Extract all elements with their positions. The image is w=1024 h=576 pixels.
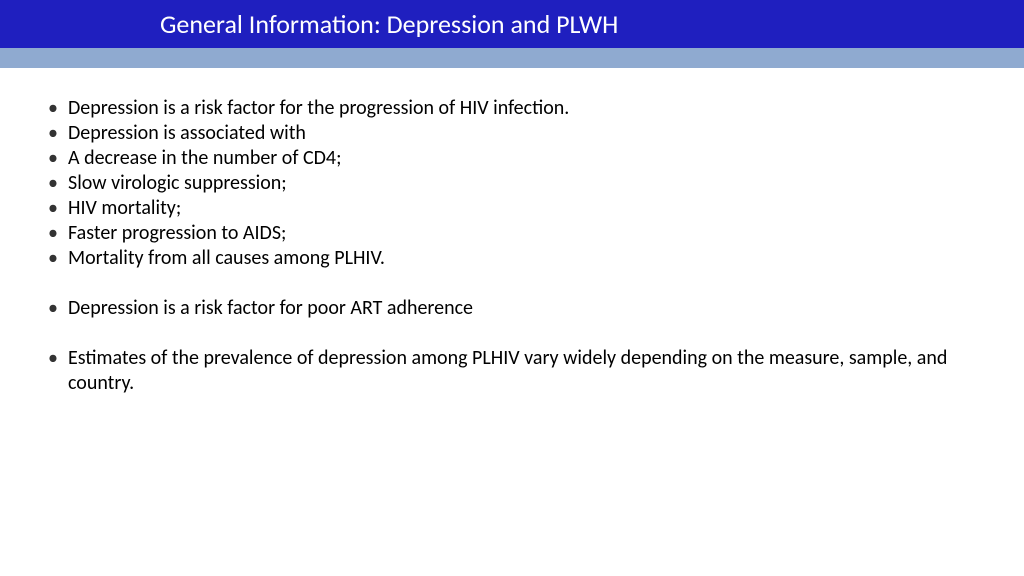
- bullet-item: Depression is associated with: [40, 121, 984, 146]
- bullet-group-spacer: [40, 271, 984, 296]
- bullet-item: Slow virologic suppression;: [40, 171, 984, 196]
- bullet-item: Faster progression to AIDS;: [40, 221, 984, 246]
- bullet-group-spacer: [40, 321, 984, 346]
- bullet-item: HIV mortality;: [40, 196, 984, 221]
- bullet-item: Mortality from all causes among PLHIV.: [40, 246, 984, 271]
- slide-body: Depression is a risk factor for the prog…: [0, 68, 1024, 416]
- bullet-item: A decrease in the number of CD4;: [40, 146, 984, 171]
- title-bar: General Information: Depression and PLWH: [0, 0, 1024, 48]
- bullet-item: Depression is a risk factor for the prog…: [40, 96, 984, 121]
- slide-container: General Information: Depression and PLWH…: [0, 0, 1024, 576]
- sub-title-bar: [0, 48, 1024, 68]
- slide-title: General Information: Depression and PLWH: [160, 8, 618, 40]
- bullet-item: Estimates of the prevalence of depressio…: [40, 346, 984, 396]
- bullet-list: Depression is a risk factor for the prog…: [40, 96, 984, 396]
- bullet-item: Depression is a risk factor for poor ART…: [40, 296, 984, 321]
